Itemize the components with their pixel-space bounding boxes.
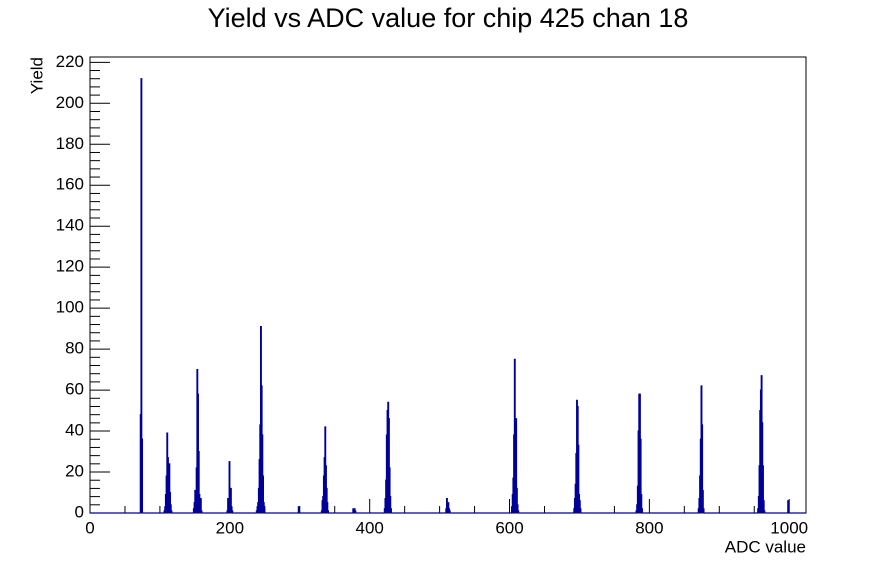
- histogram-bin: [446, 498, 448, 513]
- histogram-bin: [140, 78, 143, 513]
- histogram-bin: [579, 508, 582, 513]
- histogram-bin: [387, 418, 390, 513]
- histogram-bin: [702, 508, 705, 513]
- histogram-bin: [701, 489, 704, 513]
- histogram-bin: [447, 502, 450, 513]
- histogram-bin: [141, 438, 144, 513]
- y-tick-label: 20: [65, 462, 84, 481]
- histogram-bin: [640, 493, 643, 513]
- histogram-bin: [200, 510, 203, 513]
- histogram-bin: [516, 504, 519, 513]
- histogram-bin: [168, 463, 171, 513]
- histogram-bin: [327, 510, 330, 513]
- histogram-bin: [763, 510, 766, 513]
- histogram-bin: [262, 475, 265, 513]
- histogram-bin: [262, 502, 265, 513]
- histogram-bin: [389, 496, 392, 513]
- y-tick-label: 60: [65, 380, 84, 399]
- x-tick-label: 0: [85, 518, 94, 537]
- histogram-bin: [517, 510, 520, 513]
- histogram-bin: [326, 502, 329, 513]
- histogram-bin: [197, 450, 200, 513]
- y-tick-label: 100: [56, 298, 84, 317]
- histogram-bin: [261, 434, 264, 513]
- histogram-bin: [199, 498, 202, 513]
- histogram-bin: [762, 465, 764, 513]
- x-tick-label: 200: [216, 518, 244, 537]
- histogram-bin: [297, 506, 300, 513]
- histogram-bin: [641, 508, 643, 513]
- chart-title: Yield vs ADC value for chip 425 chan 18: [208, 3, 689, 33]
- x-tick-label: 600: [495, 518, 523, 537]
- histogram-bin: [578, 500, 581, 513]
- histogram-bin: [577, 444, 580, 513]
- histogram-bin: [170, 510, 173, 513]
- y-tick-label: 140: [56, 216, 84, 235]
- histogram-bin: [515, 418, 518, 513]
- histogram-bin: [325, 487, 328, 513]
- histogram-bin: [639, 438, 642, 513]
- x-tick-label: 800: [635, 518, 663, 537]
- histogram-bin: [230, 506, 233, 513]
- y-tick-label: 0: [75, 502, 84, 521]
- histogram-bin: [263, 508, 266, 513]
- y-tick-label: 120: [56, 257, 84, 276]
- y-tick-label: 160: [56, 175, 84, 194]
- histogram-bin: [388, 467, 391, 513]
- y-axis-label: Yield: [27, 57, 46, 94]
- histogram-bin: [354, 510, 357, 513]
- histogram-bin: [228, 461, 231, 513]
- y-tick-label: 80: [65, 339, 84, 358]
- histogram-bin: [169, 504, 172, 513]
- histogram-bin: [762, 500, 765, 513]
- y-tick-label: 40: [65, 421, 84, 440]
- y-tick-label: 200: [56, 93, 84, 112]
- x-axis-label: ADC value: [725, 537, 806, 556]
- histogram-bin: [169, 491, 172, 513]
- histogram-bin: [198, 493, 201, 513]
- histogram-bin: [787, 500, 790, 513]
- histogram-bin: [515, 487, 518, 513]
- x-tick-label: 1000: [770, 518, 808, 537]
- histogram-bin: [701, 424, 704, 513]
- histogram-bin: [229, 487, 232, 513]
- y-tick-label: 220: [56, 52, 84, 71]
- y-tick-label: 180: [56, 134, 84, 153]
- histogram-bin: [390, 508, 392, 513]
- histogram-bin: [448, 510, 451, 513]
- histogram-bin: [231, 510, 234, 513]
- x-tick-label: 400: [356, 518, 384, 537]
